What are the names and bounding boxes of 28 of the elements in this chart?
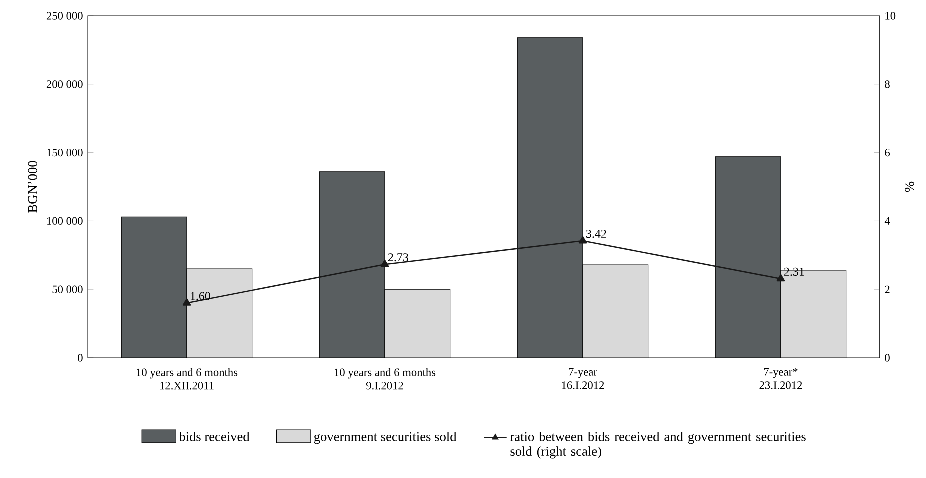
y2-tick-label: 8 [885, 80, 890, 88]
y2-tick-label: 2 [885, 286, 890, 294]
y-tick-label: 50 000 [52, 286, 83, 294]
x-tick-label: 10 years and 6 months 9.I.2012 [335, 368, 436, 390]
data-label: 2.73 [388, 254, 408, 262]
data-label: 1.60 [190, 292, 210, 300]
y-tick-label: 100 000 [47, 217, 83, 226]
y2-tick-label: 0 [885, 354, 890, 362]
y-tick-label: 150 000 [47, 148, 83, 157]
y2-tick-label: 10 [886, 12, 896, 20]
y-tick-label: 250 000 [46, 12, 83, 20]
y2-axis-title: % [905, 182, 914, 192]
legend-label: bids received [179, 432, 250, 442]
x-tick-label: 10 years and 6 months 12.XII.2011 [137, 368, 238, 390]
y-axis-title: BGN’000 [28, 161, 38, 213]
point [578, 236, 588, 244]
point [776, 274, 786, 282]
y2-tick-label: 6 [885, 148, 890, 157]
x-tick-label: 7-year 16.I.2012 [562, 368, 604, 390]
point [380, 260, 390, 268]
point [182, 298, 192, 306]
x-tick-label: 7-year* 23.I.2012 [760, 368, 802, 390]
y-tick-label: 200 000 [46, 80, 83, 88]
data-label: 3.42 [586, 230, 606, 238]
y2-tick-label: 4 [884, 217, 890, 225]
legend-label: government securities sold [314, 432, 457, 444]
y-tick-label: 0 [78, 354, 83, 362]
legend-label: ratio between bids received and government securities sold (right scale) [510, 432, 806, 459]
